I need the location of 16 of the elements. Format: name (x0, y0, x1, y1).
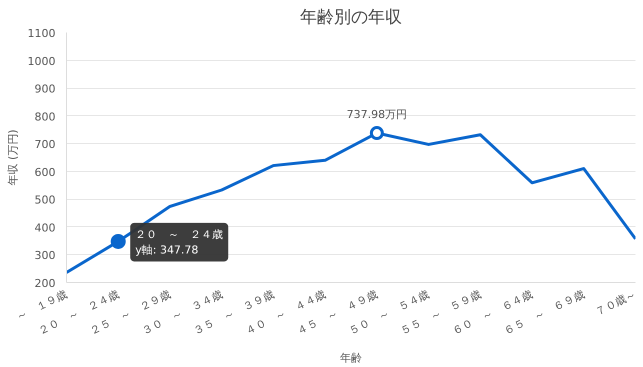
y-tick-label: 500 (34, 194, 56, 207)
chart-title: 年齢別の年収 (300, 8, 402, 28)
x-tick-label: ７０歳～ (593, 288, 638, 318)
y-tick-label: 800 (34, 110, 56, 124)
y-tick-label: 400 (34, 221, 56, 234)
y-tick-label: 1100 (28, 27, 56, 40)
y-tick-label: 600 (34, 166, 56, 179)
annotation: ２０ ～ ２４歳 y軸: 347.78 (135, 228, 224, 256)
x-axis-title: 年齢 (340, 351, 362, 364)
y-tick-label: 200 (34, 277, 56, 290)
annotation: 737.98万円 (346, 108, 408, 122)
y-tick-label: 900 (34, 82, 56, 96)
y-tick-label: 700 (34, 138, 56, 152)
y-tick-label: 300 (34, 249, 56, 262)
y-axis-title: 年収 (万円) (6, 129, 20, 186)
y-tick-label: 1000 (28, 54, 56, 68)
